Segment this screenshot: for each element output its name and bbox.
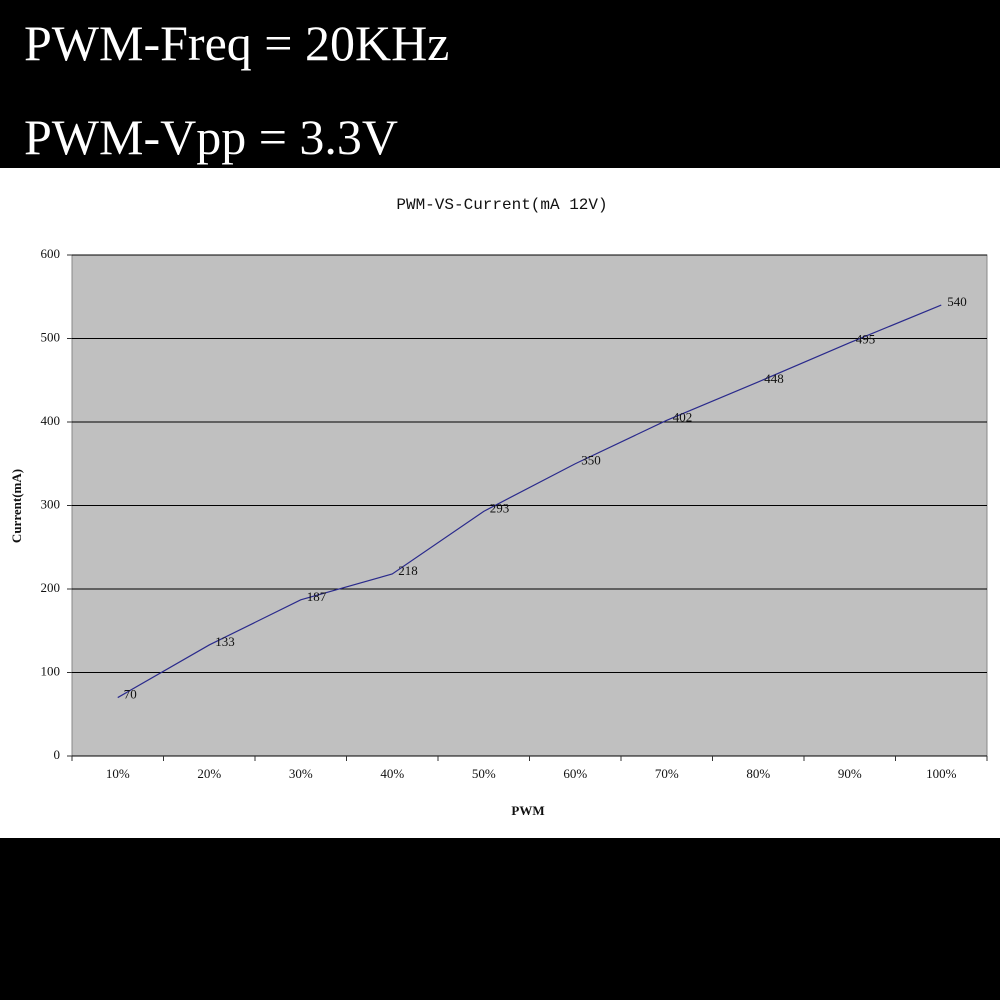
y-tick-label: 600: [41, 246, 61, 261]
y-tick-label: 0: [54, 747, 61, 762]
x-tick-label: 70%: [655, 766, 679, 781]
data-label: 495: [856, 332, 876, 347]
chart-title: PWM-VS-Current(mA 12V): [396, 196, 607, 214]
y-axis-label: Current(mA): [9, 469, 24, 543]
x-tick-label: 90%: [838, 766, 862, 781]
data-label: 218: [398, 563, 418, 578]
data-label: 448: [764, 371, 784, 386]
x-tick-label: 10%: [106, 766, 130, 781]
header-line: PWM-Vpp = 3.3V: [24, 109, 398, 165]
data-label: 350: [581, 453, 601, 468]
x-tick-label: 60%: [563, 766, 587, 781]
x-tick-label: 50%: [472, 766, 496, 781]
data-label: 540: [947, 294, 967, 309]
y-tick-label: 300: [41, 496, 61, 511]
x-tick-label: 80%: [746, 766, 770, 781]
x-tick-label: 40%: [380, 766, 404, 781]
header-line: PWM-Freq = 20KHz: [24, 15, 449, 71]
data-label: 293: [490, 500, 510, 515]
x-axis-label: PWM: [511, 803, 544, 818]
x-tick-label: 30%: [289, 766, 313, 781]
data-label: 70: [124, 687, 137, 702]
x-tick-label: 100%: [926, 766, 957, 781]
data-label: 187: [307, 589, 327, 604]
y-tick-label: 400: [41, 413, 61, 428]
data-line: [117, 304, 942, 699]
y-tick-label: 200: [41, 580, 61, 595]
data-label: 402: [673, 409, 693, 424]
data-label: 133: [215, 634, 235, 649]
x-tick-label: 20%: [197, 766, 221, 781]
y-tick-label: 500: [41, 329, 61, 344]
y-tick-label: 100: [41, 663, 61, 678]
